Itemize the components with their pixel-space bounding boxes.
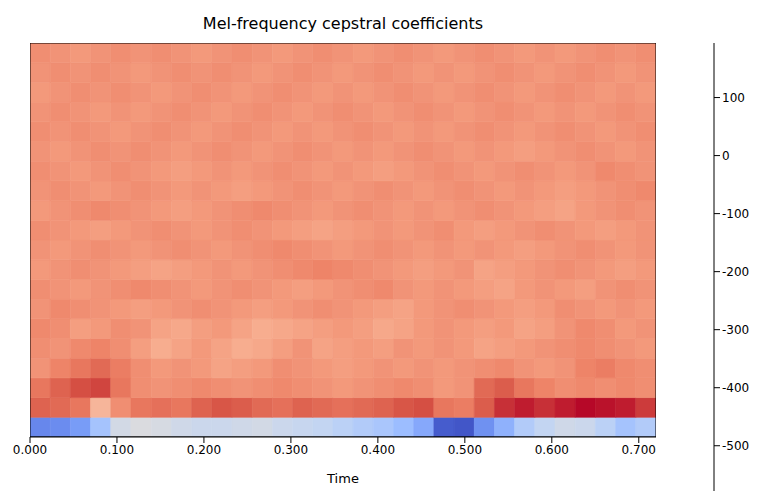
svg-text:100: 100 bbox=[722, 91, 745, 105]
svg-text:0.100: 0.100 bbox=[100, 443, 134, 457]
svg-text:-300: -300 bbox=[722, 323, 749, 337]
html-text:Mel-frequency cepstral coeffic: Mel-frequency cepstral coefficients bbox=[202, 14, 484, 33]
svg-text:-100: -100 bbox=[722, 207, 749, 221]
svg-text:-200: -200 bbox=[722, 265, 749, 279]
svg-text:0.400: 0.400 bbox=[361, 443, 395, 457]
svg-text:0.600: 0.600 bbox=[535, 443, 569, 457]
svg-text:Time: Time bbox=[326, 471, 359, 486]
svg-text:-400: -400 bbox=[722, 381, 749, 395]
svg-text:0: 0 bbox=[722, 149, 730, 163]
svg-text:0.700: 0.700 bbox=[622, 443, 656, 457]
svg-text:0.500: 0.500 bbox=[448, 443, 482, 457]
svg-text:0.200: 0.200 bbox=[187, 443, 221, 457]
svg-text:0.300: 0.300 bbox=[274, 443, 308, 457]
svg-text:-500: -500 bbox=[722, 439, 749, 453]
svg-text:0.000: 0.000 bbox=[13, 443, 47, 457]
